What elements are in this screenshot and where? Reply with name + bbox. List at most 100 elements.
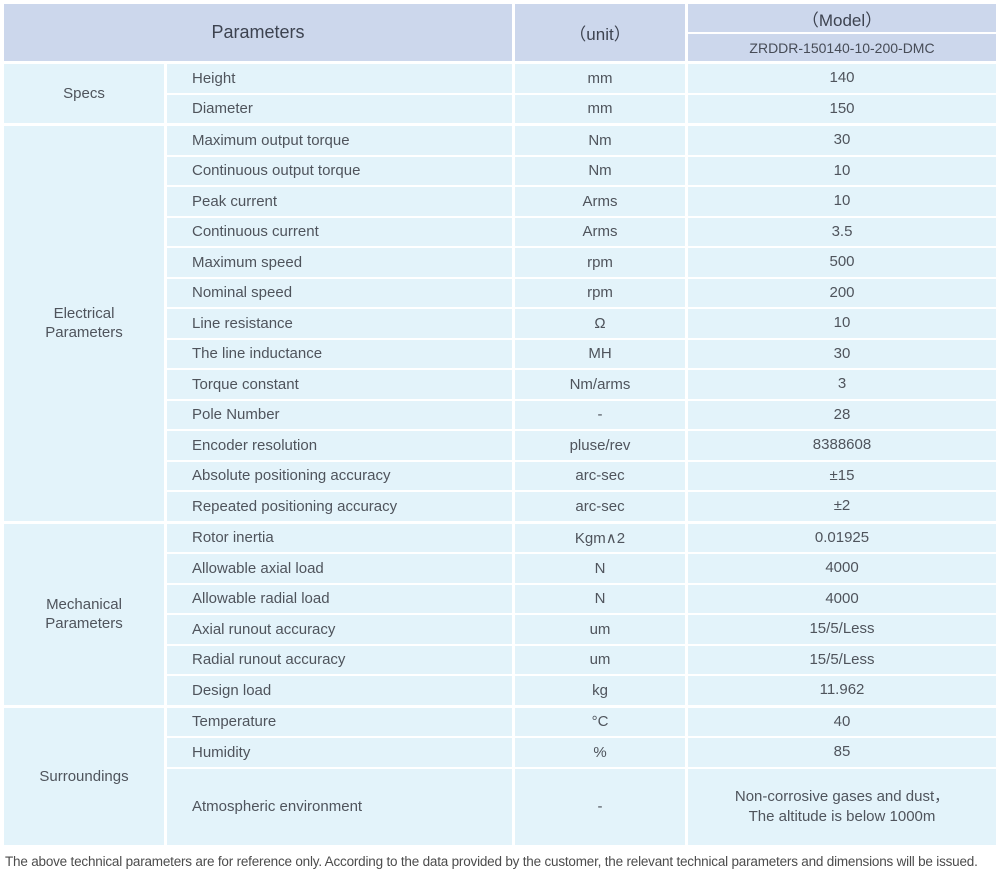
value-cell: 3 xyxy=(688,370,996,399)
table-body: Specs Height mm 140 Diameter mm 150 Electrical … xyxy=(4,64,996,845)
header-unit: （unit） xyxy=(515,4,685,61)
unit-cell: arc-sec xyxy=(515,492,685,521)
unit-cell: Ω xyxy=(515,309,685,338)
table-row: Maximum speed rpm 500 xyxy=(167,248,996,277)
unit-cell: Nm xyxy=(515,156,685,185)
unit-cell: °C xyxy=(515,707,685,736)
table-row: Radial runout accuracy um 15/5/Less xyxy=(167,645,996,674)
unit-cell: N xyxy=(515,554,685,583)
unit-cell: MH xyxy=(515,339,685,368)
param-cell: Repeated positioning accuracy xyxy=(167,492,512,521)
footer-note: The above technical parameters are for r… xyxy=(5,854,978,869)
section-mechanical-parameters: Mechanical Parameters Rotor inertia Kgm∧2 0… xyxy=(4,523,996,705)
table-row: Repeated positioning accuracy arc-sec ±2 xyxy=(167,492,996,521)
group-label: Mechanical Parameters xyxy=(4,523,164,705)
unit-cell: % xyxy=(515,738,685,767)
table-row: Encoder resolution pluse/rev 8388608 xyxy=(167,431,996,460)
unit-cell: mm xyxy=(515,64,685,93)
value-cell: 11.962 xyxy=(688,676,996,705)
value-cell: 4000 xyxy=(688,584,996,613)
param-cell: Allowable radial load xyxy=(167,584,512,613)
param-cell: Encoder resolution xyxy=(167,431,512,460)
value-cell: 500 xyxy=(688,248,996,277)
group-label: Electrical Parameters xyxy=(4,126,164,521)
value-cell: 30 xyxy=(688,126,996,155)
param-cell: Humidity xyxy=(167,738,512,767)
unit-cell: Arms xyxy=(515,187,685,216)
table-row: Humidity% 85 xyxy=(167,738,996,767)
param-cell: Radial runout accuracy xyxy=(167,645,512,674)
value-cell: ±2 xyxy=(688,492,996,521)
table-row: Pole Number -28 xyxy=(167,400,996,429)
header-model-value: ZRDDR-150140-10-200-DMC xyxy=(749,39,935,56)
value-cell: 150 xyxy=(688,94,996,123)
unit-cell: N xyxy=(515,584,685,613)
value-cell: 140 xyxy=(688,64,996,93)
table-row: Design load kg 11.962 xyxy=(167,676,996,705)
param-cell: Design load xyxy=(167,676,512,705)
unit-cell: Nm xyxy=(515,126,685,155)
param-cell: Continuous output torque xyxy=(167,156,512,185)
value-cell: 15/5/Less xyxy=(688,645,996,674)
value-cell: 40 xyxy=(688,707,996,736)
value-cell: 15/5/Less xyxy=(688,615,996,644)
param-cell: The line inductance xyxy=(167,339,512,368)
param-cell: Maximum speed xyxy=(167,248,512,277)
unit-cell: Arms xyxy=(515,217,685,246)
value-cell: ±15 xyxy=(688,461,996,490)
table-row: Rotor inertia Kgm∧2 0.01925 xyxy=(167,523,996,552)
table-row: Height mm 140 xyxy=(167,64,996,93)
unit-cell: kg xyxy=(515,676,685,705)
value-cell: 28 xyxy=(688,400,996,429)
unit-cell: arc-sec xyxy=(515,461,685,490)
value-cell: 3.5 xyxy=(688,217,996,246)
value-cell: 200 xyxy=(688,278,996,307)
spec-table: Parameters （unit） （Model） ZRDDR-150140-1… xyxy=(4,4,996,845)
value-cell: 10 xyxy=(688,187,996,216)
header-model: （Model） ZRDDR-150140-10-200-DMC xyxy=(688,4,996,61)
value-cell: 30 xyxy=(688,339,996,368)
table-row: Temperature °C 40 xyxy=(167,707,996,736)
table-row: Line resistance Ω 10 xyxy=(167,309,996,338)
unit-cell: rpm xyxy=(515,248,685,277)
param-cell: Axial runout accuracy xyxy=(167,615,512,644)
unit-cell: um xyxy=(515,645,685,674)
value-cell: 4000 xyxy=(688,554,996,583)
table-row: Allowable axial load N 4000 xyxy=(167,554,996,583)
unit-cell: Nm/arms xyxy=(515,370,685,399)
value-cell: 85 xyxy=(688,738,996,767)
param-cell: Line resistance xyxy=(167,309,512,338)
param-cell: Diameter xyxy=(167,94,512,123)
param-cell: Peak current xyxy=(167,187,512,216)
header-parameters: Parameters xyxy=(4,4,512,61)
table-row: Allowable radial load N 4000 xyxy=(167,584,996,613)
table-row: Axial runout accuracy um 15/5/Less xyxy=(167,615,996,644)
value-cell: 8388608 xyxy=(688,431,996,460)
table-row: Peak current Arms 10 xyxy=(167,187,996,216)
param-cell: Temperature xyxy=(167,707,512,736)
param-cell: Rotor inertia xyxy=(167,523,512,552)
param-cell: Nominal speed xyxy=(167,278,512,307)
param-cell: Maximum output torque xyxy=(167,126,512,155)
unit-cell: - xyxy=(515,400,685,429)
section-specs: Specs Height mm 140 Diameter mm 150 xyxy=(4,64,996,123)
unit-cell: pluse/rev xyxy=(515,431,685,460)
unit-cell: Kgm∧2 xyxy=(515,523,685,552)
section-electrical-parameters: Electrical Parameters Maximum output torq… xyxy=(4,126,996,521)
table-row: Atmospheric environment - Non-corrosive ga… xyxy=(167,768,996,845)
param-cell: Atmospheric environment xyxy=(167,768,512,845)
group-label: Specs xyxy=(4,64,164,123)
table-row: Maximum output torque Nm 30 xyxy=(167,126,996,155)
unit-cell: - xyxy=(515,768,685,845)
table-row: The line inductance MH 30 xyxy=(167,339,996,368)
table-row: Absolute positioning accuracy arc-sec ±15 xyxy=(167,461,996,490)
unit-cell: rpm xyxy=(515,278,685,307)
header-model-label: （Model） xyxy=(688,4,996,34)
table-row: Continuous output torque Nm 10 xyxy=(167,156,996,185)
param-cell: Allowable axial load xyxy=(167,554,512,583)
param-cell: Torque constant xyxy=(167,370,512,399)
value-cell: 0.01925 xyxy=(688,523,996,552)
value-cell: 10 xyxy=(688,309,996,338)
unit-cell: um xyxy=(515,615,685,644)
